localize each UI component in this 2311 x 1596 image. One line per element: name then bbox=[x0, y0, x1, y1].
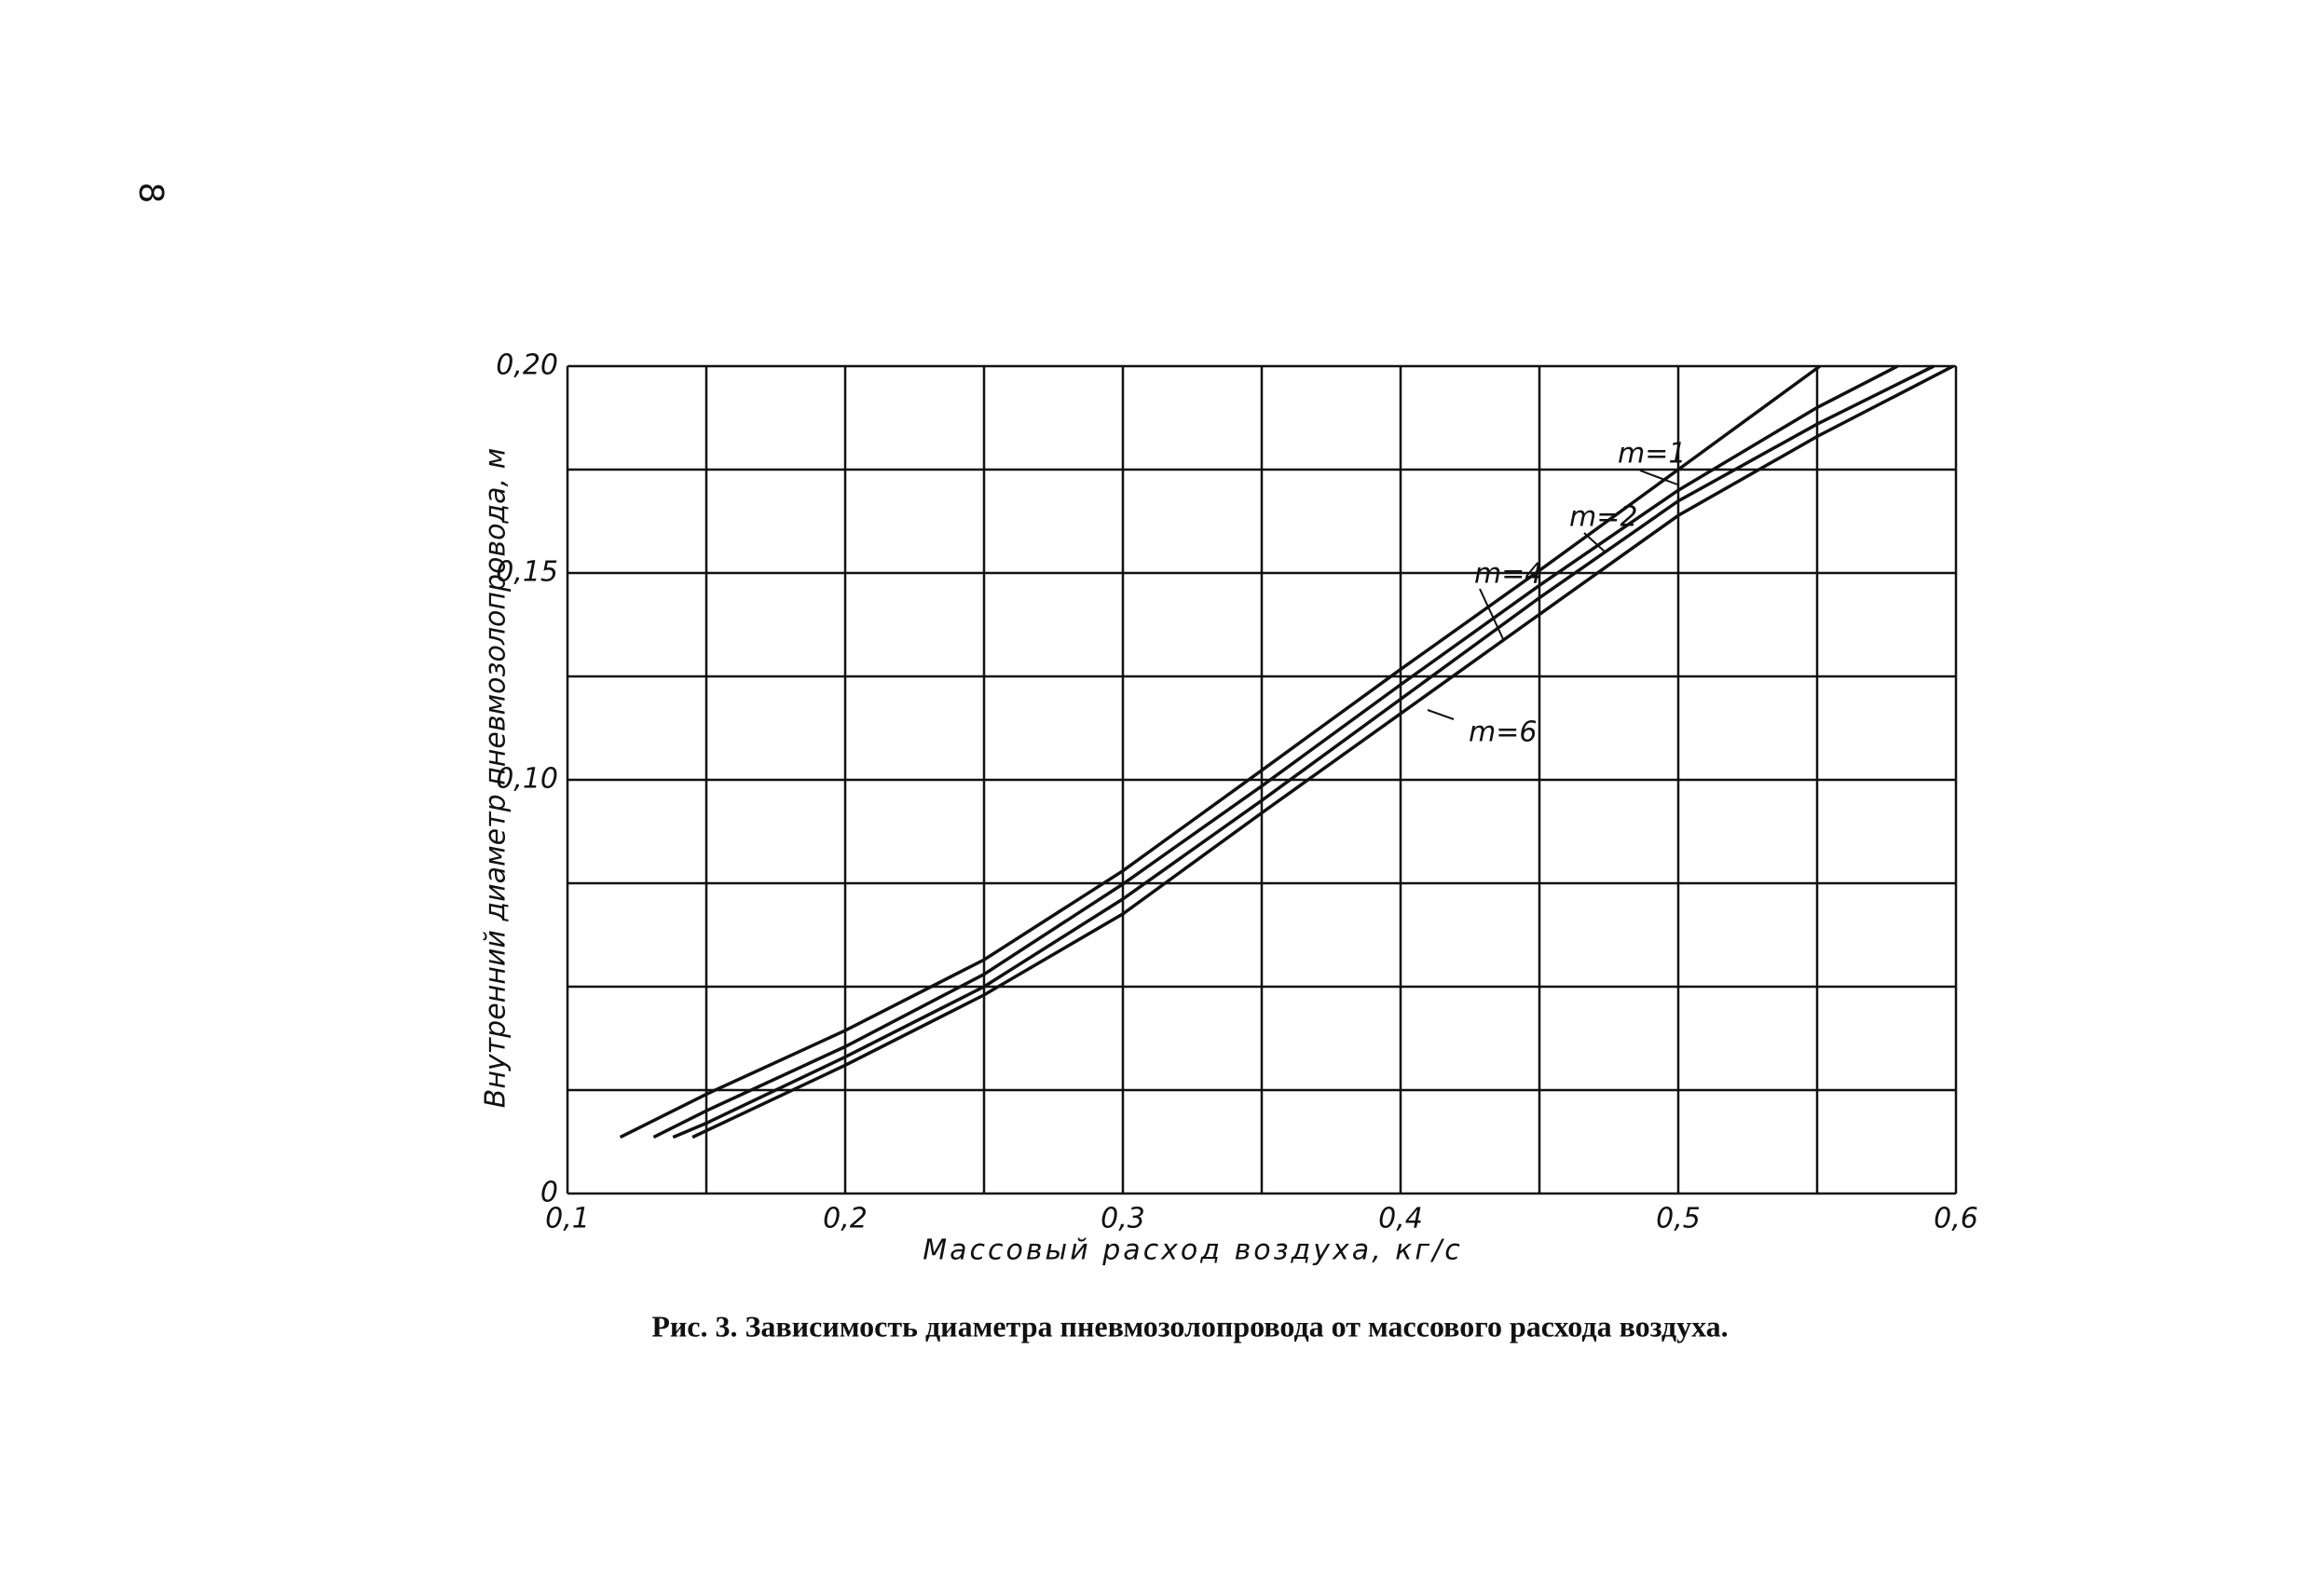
page-number: 8 bbox=[131, 183, 170, 204]
leader-line bbox=[1427, 709, 1455, 720]
curve bbox=[619, 364, 1822, 1139]
curve bbox=[652, 364, 1899, 1139]
curve-label: m=2 bbox=[1569, 501, 1637, 534]
leader-line bbox=[1583, 532, 1606, 552]
curve-label: m=6 bbox=[1469, 716, 1537, 749]
leader-line bbox=[1479, 588, 1505, 642]
curve bbox=[672, 364, 1935, 1139]
y-axis-label: Внутренний диаметр пневмозолопровода, м bbox=[480, 448, 513, 1109]
curve-label: m=1 bbox=[1618, 438, 1686, 471]
caption: Рис. 3. Зависимость диаметра пневмозолоп… bbox=[651, 1309, 1728, 1343]
x-tick-label: 0,6 bbox=[1934, 1203, 1978, 1235]
y-tick-label: 0,20 bbox=[496, 349, 558, 382]
y-tick-label: 0 bbox=[540, 1177, 558, 1209]
x-axis-label: Массовый расход воздуха, кг/с bbox=[923, 1235, 1463, 1267]
curve bbox=[691, 364, 1954, 1139]
leader-line bbox=[1639, 470, 1678, 485]
y-tick-label: 0,15 bbox=[496, 556, 558, 589]
x-tick-label: 0,4 bbox=[1378, 1203, 1423, 1235]
curve-label: m=4 bbox=[1474, 558, 1542, 591]
y-tick-label: 0,10 bbox=[496, 763, 558, 796]
x-tick-label: 0,3 bbox=[1101, 1203, 1145, 1235]
x-tick-label: 0,5 bbox=[1656, 1203, 1701, 1235]
x-tick-label: 0,2 bbox=[823, 1203, 868, 1235]
x-tick-label: 0,1 bbox=[545, 1203, 590, 1235]
